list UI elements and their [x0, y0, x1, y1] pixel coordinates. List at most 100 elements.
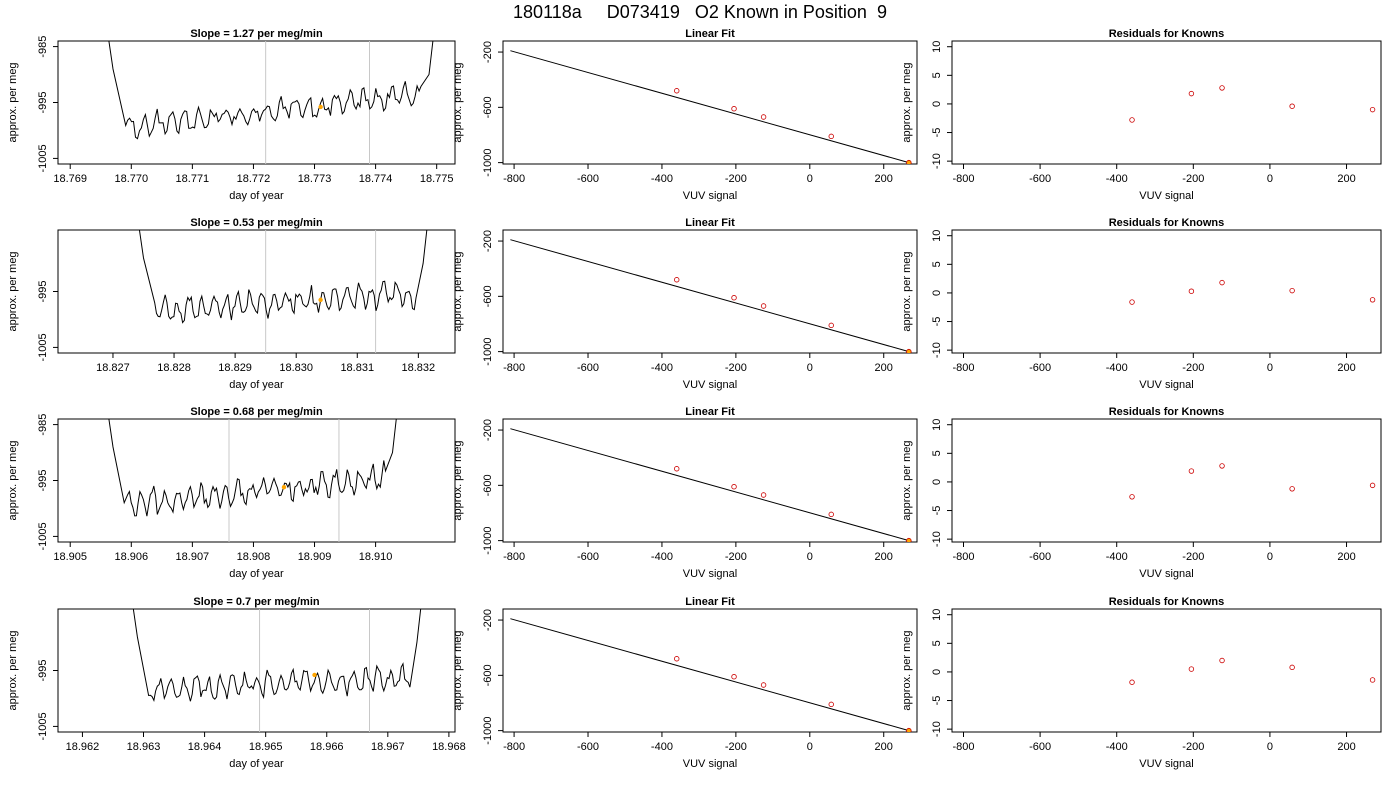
x-tick-label: 18.772: [237, 173, 271, 185]
x-tick-label: 18.906: [114, 551, 148, 563]
panel-time-row-4: Slope = 0.7 per meg/min 18.962 18.963 18.96…: [7, 596, 466, 770]
x-tick-label: 18.966: [310, 741, 344, 753]
data-point: [828, 133, 834, 140]
x-tick-label: 18.967: [371, 741, 405, 753]
plot-area: [132, 609, 422, 732]
x-tick-label: -400: [1106, 362, 1128, 374]
y-tick-label: 10: [931, 230, 943, 242]
x-tick-label: -600: [1029, 362, 1051, 374]
x-tick-label: 0: [1267, 173, 1273, 185]
data-point: [906, 537, 912, 542]
plot-area: [1129, 657, 1376, 685]
fit-line: [510, 428, 910, 542]
plot-frame: [502, 229, 918, 354]
data-point: [828, 701, 834, 708]
y-tick-label: -200: [482, 419, 494, 441]
panel-residuals-row-3: Residuals for Knowns -800 -600 -400 -200 0 200…: [901, 406, 1382, 580]
y-tick-label: -1005: [37, 333, 49, 361]
plot-area: [138, 230, 428, 353]
x-tick-label: 18.965: [249, 741, 283, 753]
y-tick-label: -10: [931, 342, 943, 358]
x-axis-label: VUV signal: [683, 758, 737, 770]
x-tick-label: -800: [952, 173, 974, 185]
x-tick-label: 0: [1267, 551, 1273, 563]
y-tick-label: 5: [931, 640, 943, 646]
y-tick-label: -1000: [482, 527, 494, 555]
data-point: [906, 727, 912, 732]
panel-title: Linear Fit: [685, 28, 735, 40]
x-tick-label: 0: [807, 173, 813, 185]
plot-frame: [502, 608, 918, 733]
y-tick-label: 0: [931, 101, 943, 107]
x-tick-label: -200: [725, 173, 747, 185]
x-tick-label: 18.828: [157, 362, 191, 374]
x-axis-label: VUV signal: [1139, 568, 1193, 580]
y-tick-label: -1005: [37, 712, 49, 740]
x-tick-label: 18.829: [218, 362, 252, 374]
plot-frame: [951, 40, 1382, 165]
residual-point: [1129, 299, 1135, 305]
y-tick-label: -600: [482, 474, 494, 496]
x-tick-label: -800: [952, 741, 974, 753]
data-point: [760, 114, 767, 120]
x-tick-label: 18.963: [127, 741, 161, 753]
y-axis-label: approx. per meg: [901, 630, 913, 710]
x-tick-label: 18.909: [298, 551, 332, 563]
y-tick-label: -5: [931, 696, 943, 706]
y-tick-label: 5: [931, 72, 943, 78]
plot-area: [1129, 463, 1376, 500]
panel-fit-row-4: Linear Fit -800 -600 -400 -200 0 200 VUV signal…: [452, 596, 918, 770]
fit-line: [510, 239, 910, 353]
data-trace-line: [108, 419, 397, 517]
y-tick-label: -200: [482, 609, 494, 631]
panel-residuals-row-1: Residuals for Knowns -800 -600 -400 -200 0 200…: [901, 28, 1382, 202]
x-tick-label: -600: [577, 173, 599, 185]
x-tick-label: 0: [1267, 741, 1273, 753]
panel-title: Residuals for Knowns: [1109, 217, 1225, 229]
panel-fit-row-1: Linear Fit -800 -600 -400 -200 0 200 VUV signal…: [452, 28, 918, 202]
x-tick-label: 18.831: [340, 362, 374, 374]
data-point: [674, 88, 680, 94]
x-axis-label: VUV signal: [683, 379, 737, 391]
y-tick-label: 5: [931, 450, 943, 456]
y-tick-label: -1000: [482, 338, 494, 366]
y-axis-label: approx. per meg: [7, 62, 19, 142]
data-point: [731, 295, 737, 301]
residual-point: [1219, 85, 1225, 91]
residual-point: [1369, 677, 1376, 683]
x-tick-label: -200: [725, 741, 747, 753]
y-axis-label: approx. per meg: [7, 251, 19, 331]
y-tick-label: -200: [482, 230, 494, 252]
x-axis-label: VUV signal: [1139, 758, 1193, 770]
x-tick-label: 0: [1267, 362, 1273, 374]
y-tick-label: -10: [931, 531, 943, 547]
x-tick-label: 18.910: [359, 551, 393, 563]
x-tick-label: -600: [577, 741, 599, 753]
mean-marker-point: [318, 104, 323, 110]
y-tick-label: -10: [931, 721, 943, 737]
plot-area: [108, 419, 397, 542]
residual-point: [1188, 288, 1195, 294]
x-tick-label: -200: [725, 362, 747, 374]
panel-time-row-1: Slope = 1.27 per meg/min 18.769 18.770 18.7…: [7, 28, 456, 202]
panel-title: Residuals for Knowns: [1109, 28, 1225, 40]
data-point: [760, 492, 767, 498]
x-tick-label: -200: [1182, 362, 1204, 374]
plot-frame: [57, 229, 456, 354]
data-point: [674, 656, 680, 662]
data-point: [760, 682, 767, 688]
panel-title: Slope = 0.53 per meg/min: [190, 217, 323, 229]
x-tick-label: -600: [577, 362, 599, 374]
data-trace-line: [132, 609, 422, 703]
x-tick-label: 18.908: [237, 551, 271, 563]
residual-point: [1129, 117, 1135, 123]
x-tick-label: -800: [503, 362, 525, 374]
panel-title: Residuals for Knowns: [1109, 406, 1225, 418]
x-tick-label: 18.907: [176, 551, 210, 563]
data-trace-line: [108, 41, 434, 140]
x-tick-label: -600: [1029, 551, 1051, 563]
residual-point: [1219, 279, 1225, 286]
x-tick-label: -400: [1106, 173, 1128, 185]
y-tick-label: -1005: [37, 522, 49, 550]
x-axis-label: day of year: [229, 568, 284, 580]
